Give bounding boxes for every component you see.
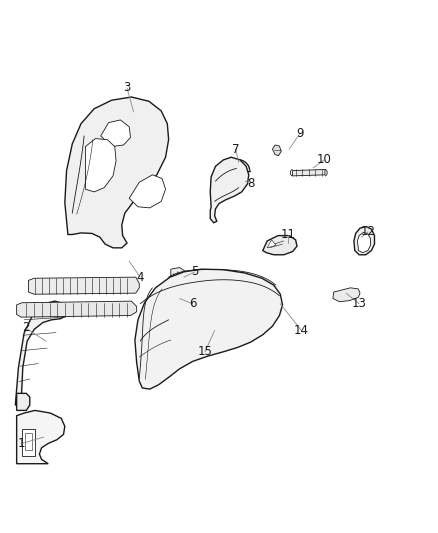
Polygon shape — [17, 393, 30, 410]
Polygon shape — [293, 169, 325, 176]
Text: 2: 2 — [21, 321, 29, 334]
Text: 15: 15 — [198, 345, 212, 358]
Polygon shape — [170, 292, 186, 316]
Polygon shape — [22, 429, 35, 456]
Polygon shape — [135, 269, 283, 389]
Polygon shape — [15, 301, 68, 405]
Polygon shape — [65, 97, 169, 248]
Text: 3: 3 — [124, 82, 131, 94]
Polygon shape — [17, 301, 137, 317]
Polygon shape — [28, 277, 139, 294]
Text: 10: 10 — [317, 154, 332, 166]
Polygon shape — [129, 175, 166, 208]
Polygon shape — [333, 288, 360, 302]
Polygon shape — [17, 410, 65, 464]
Polygon shape — [171, 268, 187, 290]
Polygon shape — [101, 120, 131, 147]
Polygon shape — [210, 157, 249, 223]
Text: 13: 13 — [352, 297, 367, 310]
Polygon shape — [267, 240, 276, 248]
Text: 5: 5 — [191, 265, 198, 278]
Polygon shape — [357, 232, 371, 253]
Text: 4: 4 — [136, 271, 144, 284]
Polygon shape — [263, 236, 297, 255]
Text: 12: 12 — [360, 225, 375, 238]
Text: 1: 1 — [18, 437, 26, 450]
Text: 14: 14 — [294, 324, 309, 337]
Polygon shape — [354, 227, 374, 255]
Text: 9: 9 — [296, 127, 304, 140]
Text: 7: 7 — [232, 143, 240, 156]
Polygon shape — [25, 433, 32, 450]
Text: 6: 6 — [189, 297, 197, 310]
Text: 11: 11 — [281, 228, 296, 241]
Polygon shape — [85, 139, 116, 192]
Text: 8: 8 — [247, 177, 254, 190]
Polygon shape — [272, 145, 281, 156]
